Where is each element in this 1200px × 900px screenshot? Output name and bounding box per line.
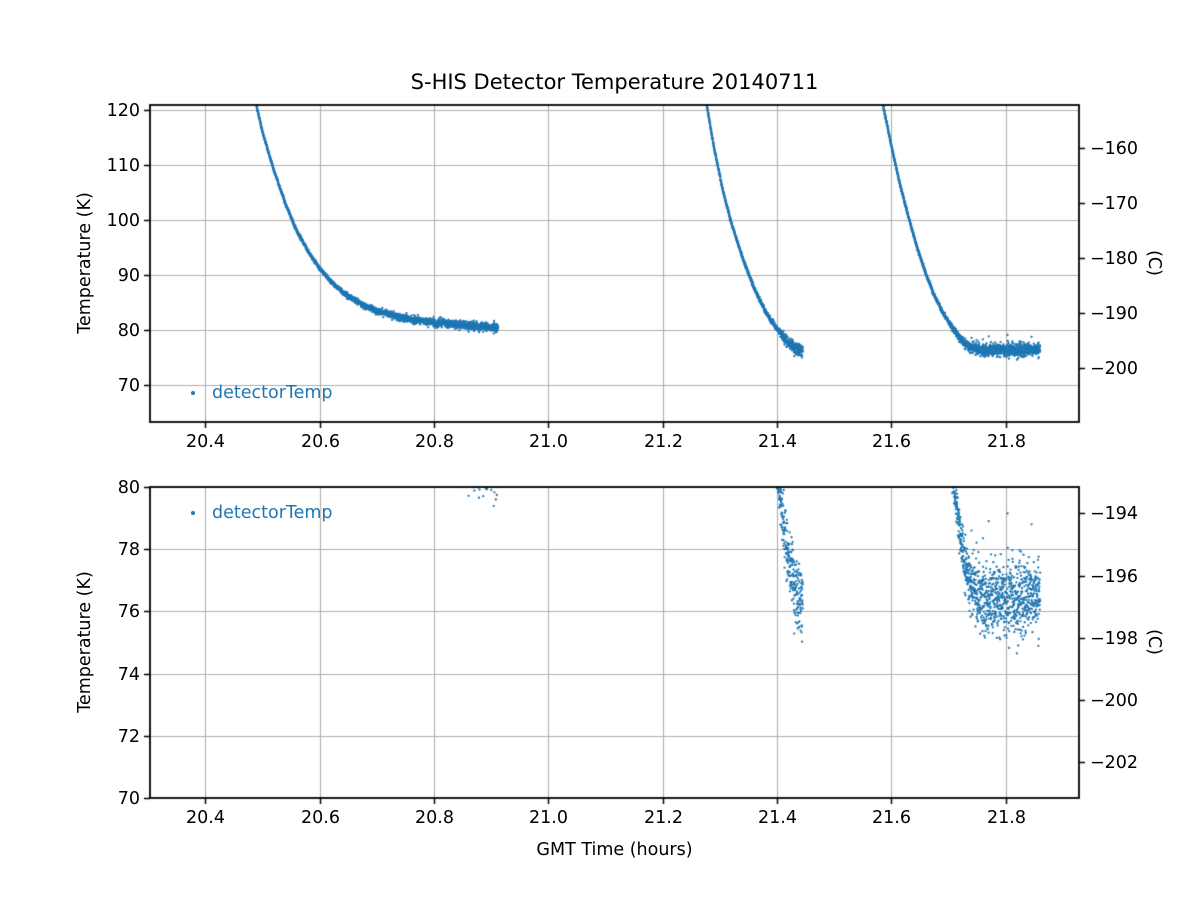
bottom-panel-right-y-tick-label: −200 [1090, 690, 1139, 711]
legend-series-label: detectorTemp [212, 503, 333, 523]
bottom-panel-right-y-tick-label: −202 [1090, 752, 1139, 773]
bottom-panel-x-tick-label: 20.8 [415, 808, 454, 828]
top-panel-y-tick-label: 90 [117, 265, 140, 286]
top-panel-x-tick-label: 21.6 [872, 432, 911, 452]
bottom-panel-x-tick-label: 21.0 [529, 808, 568, 828]
top-panel-y-tick-label: 70 [117, 375, 140, 396]
top-panel-right-y-tick-label: −170 [1090, 193, 1139, 214]
top-panel-y-tick-label: 100 [106, 210, 140, 231]
bottom-panel-y-tick-label: 70 [117, 788, 140, 809]
bottom-panel-y-tick-label: 72 [117, 726, 140, 747]
bottom-panel-right-y-tick-label: −198 [1090, 628, 1139, 649]
legend-series-label: detectorTemp [212, 383, 333, 403]
top-panel-right-y-tick-label: −180 [1090, 248, 1139, 269]
bottom-panel-x-tick-label: 21.8 [987, 808, 1026, 828]
bottom-panel-x-tick-label: 21.4 [758, 808, 797, 828]
top-panel-x-tick-label: 21.0 [529, 432, 568, 452]
bottom-panel-y-tick-label: 74 [117, 664, 140, 685]
bottom-panel-y-tick-label: 78 [117, 539, 140, 560]
top-panel-x-tick-label: 20.4 [186, 432, 225, 452]
top-panel-right-y-tick-label: −200 [1090, 358, 1139, 379]
top-panel-right-y-tick-label: −160 [1090, 138, 1139, 159]
bottom-panel-x-tick-label: 20.6 [301, 808, 340, 828]
top-panel-y-tick-label: 120 [106, 100, 140, 121]
top-panel-x-tick-label: 20.6 [301, 432, 340, 452]
top-panel-y-tick-label: 80 [117, 320, 140, 341]
bottom-panel-x-tick-label: 21.2 [644, 808, 683, 828]
bottom-panel-y-tick-label: 80 [117, 477, 140, 498]
bottom-panel-x-tick-label: 21.6 [872, 808, 911, 828]
bottom-panel-x-tick-label: 20.4 [186, 808, 225, 828]
top-panel-x-tick-label: 21.8 [987, 432, 1026, 452]
bottom-panel-right-y-tick-label: −196 [1090, 566, 1139, 587]
bottom-panel-right-y-tick-label: −194 [1090, 503, 1139, 524]
x-axis-label: GMT Time (hours) [536, 840, 693, 860]
legend-marker-dot [191, 391, 195, 395]
top-panel-x-tick-label: 20.8 [415, 432, 454, 452]
top-panel-y-tick-label: 110 [106, 155, 140, 176]
legend-marker-dot [191, 511, 195, 515]
top-panel-right-y-tick-label: −190 [1090, 303, 1139, 324]
chart-title: S-HIS Detector Temperature 20140711 [410, 70, 819, 94]
top-panel-x-tick-label: 21.4 [758, 432, 797, 452]
bottom-panel-y-tick-label: 76 [117, 601, 140, 622]
top-panel-x-tick-label: 21.2 [644, 432, 683, 452]
